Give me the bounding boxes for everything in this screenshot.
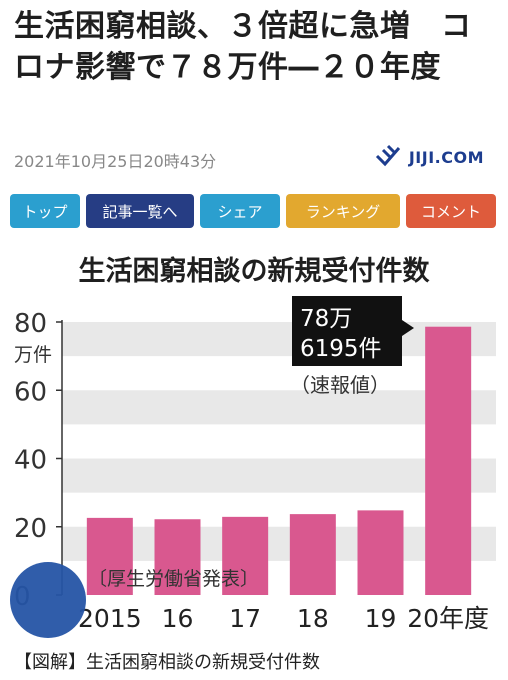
source-note: 〔厚生労働省発表〕 (88, 568, 259, 590)
x-tick-label: 2015 (78, 604, 142, 633)
y-tick-label: 60 (14, 377, 47, 407)
nav-share-button[interactable]: シェア (200, 194, 280, 228)
x-tick-label: 17 (229, 604, 261, 633)
nav-comment-button[interactable]: コメント (406, 194, 496, 228)
x-tick-label: 16 (162, 604, 194, 633)
jiji-logo-icon (375, 144, 400, 167)
logo-text: JIJI.COM (408, 147, 484, 167)
nav-top-button[interactable]: トップ (10, 194, 80, 228)
bar-16 (154, 519, 201, 595)
callout-pointer (402, 320, 414, 336)
y-axis-unit: 万件 (14, 344, 52, 366)
value-callout: 78万 6195件 （速報値） (290, 296, 414, 397)
grid-band (62, 526, 496, 561)
article-nav: トップ 記事一覧へ シェア ランキング コメント (10, 194, 498, 228)
x-tick-label: 20年度 (407, 604, 489, 633)
site-logo[interactable]: JIJI.COM (373, 140, 484, 174)
x-tick-label: 19 (365, 604, 397, 633)
floating-scroll-button[interactable] (10, 562, 86, 638)
x-tick-label: 18 (297, 604, 329, 633)
y-tick-label: 20 (14, 514, 47, 544)
grid-band (62, 390, 496, 425)
grid-band (62, 458, 496, 493)
callout-box (292, 296, 402, 366)
article-timestamp: 2021年10月25日20時43分 (14, 152, 217, 171)
bar-19 (357, 510, 404, 595)
bar-20年度 (425, 326, 472, 595)
grid-band (62, 322, 496, 357)
nav-article-list-button[interactable]: 記事一覧へ (86, 194, 194, 228)
bar-2015 (86, 517, 133, 595)
callout-note: （速報値） (290, 373, 390, 397)
callout-line2: 6195件 (300, 336, 382, 362)
nav-ranking-button[interactable]: ランキング (286, 194, 400, 228)
bar-18 (289, 514, 336, 595)
figure-caption: 【図解】生活困窮相談の新規受付件数 (14, 652, 320, 673)
bar-17 (222, 516, 269, 595)
chart-title: 生活困窮相談の新規受付件数 (79, 255, 431, 287)
callout-line1: 78万 (300, 306, 352, 332)
y-tick-label: 40 (14, 446, 47, 476)
article-meta: 2021年10月25日20時43分 JIJI.COM (14, 144, 494, 174)
y-tick-label: 80 (14, 309, 47, 339)
article-headline: 生活困窮相談、３倍超に急増 コロナ影響で７８万件―２０年度 (14, 9, 472, 85)
